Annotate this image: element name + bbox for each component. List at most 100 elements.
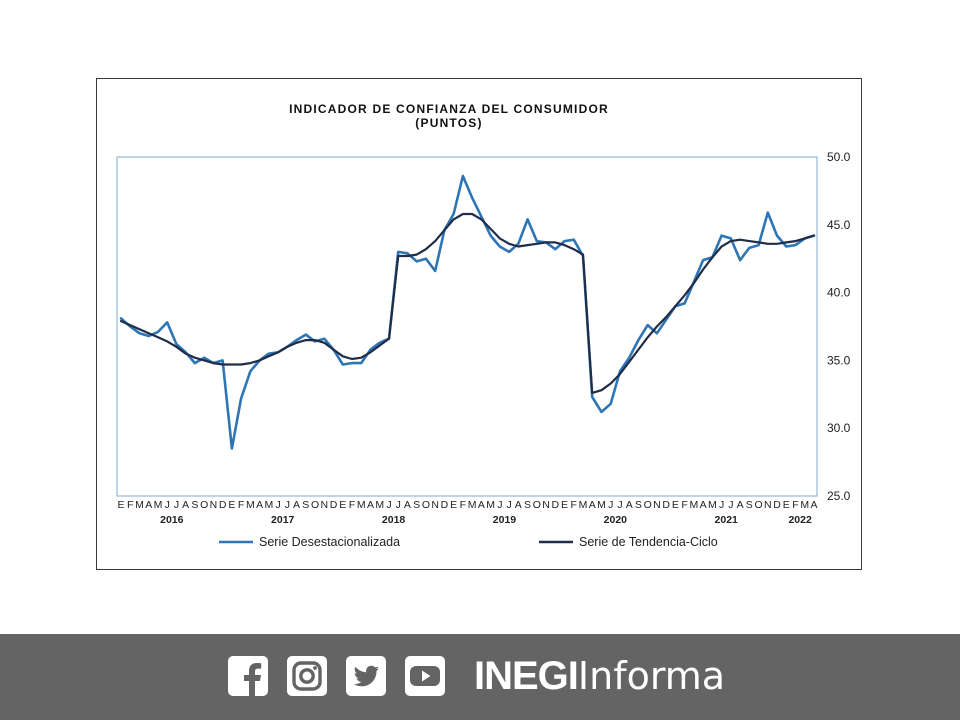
x-year-label: 2019: [493, 514, 517, 526]
x-month-label: S: [191, 499, 198, 511]
x-month-label: O: [644, 499, 652, 511]
footer-bar: INEGIInforma: [0, 634, 960, 720]
x-month-label: E: [450, 499, 457, 511]
x-month-label: A: [367, 499, 374, 511]
x-month-label: S: [635, 499, 642, 511]
x-year-label: 2021: [715, 514, 739, 526]
x-month-label: A: [293, 499, 300, 511]
x-month-label: D: [330, 499, 338, 511]
x-month-label: E: [672, 499, 679, 511]
x-month-label: A: [182, 499, 189, 511]
x-month-label: M: [800, 499, 809, 511]
x-month-label: M: [597, 499, 606, 511]
x-month-label: M: [468, 499, 477, 511]
x-month-label: M: [579, 499, 588, 511]
x-month-label: D: [441, 499, 449, 511]
x-year-label: 2017: [271, 514, 295, 526]
x-month-label: M: [264, 499, 273, 511]
x-month-label: M: [486, 499, 495, 511]
x-month-label: A: [589, 499, 596, 511]
legend: Serie Desestacionalizada Serie de Tendenc…: [219, 535, 718, 549]
x-month-label: J: [719, 499, 724, 511]
x-month-label: N: [320, 499, 328, 511]
x-month-label: O: [754, 499, 762, 511]
x-month-label: N: [542, 499, 550, 511]
x-month-label: O: [311, 499, 319, 511]
x-month-label: J: [386, 499, 391, 511]
legend-label: Serie Desestacionalizada: [259, 535, 400, 549]
x-month-label: J: [608, 499, 613, 511]
x-month-label: M: [135, 499, 144, 511]
x-month-label: S: [302, 499, 309, 511]
x-month-label: D: [551, 499, 559, 511]
x-month-label: M: [246, 499, 255, 511]
twitter-icon[interactable]: [346, 656, 386, 696]
x-month-label: E: [228, 499, 235, 511]
x-month-label: A: [700, 499, 707, 511]
x-month-label: M: [690, 499, 699, 511]
y-tick-label: 30.0: [827, 421, 851, 435]
x-month-label: J: [617, 499, 622, 511]
x-month-label: D: [662, 499, 670, 511]
y-axis-ticks: 50.0 45.0 40.0 35.0 30.0 25.0: [827, 150, 851, 503]
x-month-label: N: [653, 499, 661, 511]
x-year-label: 2018: [382, 514, 406, 526]
x-month-label: D: [219, 499, 227, 511]
x-month-label: A: [145, 499, 152, 511]
x-month-label: E: [117, 499, 124, 511]
x-month-label: J: [285, 499, 290, 511]
x-year-label: 2020: [604, 514, 628, 526]
x-month-label: J: [396, 499, 401, 511]
x-month-label: F: [460, 499, 466, 511]
x-month-label: A: [626, 499, 633, 511]
x-year-label: 2022: [788, 514, 812, 526]
x-month-label: F: [349, 499, 355, 511]
facebook-icon[interactable]: [228, 656, 268, 696]
y-tick-label: 40.0: [827, 286, 851, 300]
x-month-label: O: [422, 499, 430, 511]
x-month-label: F: [571, 499, 577, 511]
brand-bold-text: INEGI: [474, 654, 579, 698]
youtube-icon[interactable]: [405, 656, 445, 696]
x-month-label: N: [431, 499, 439, 511]
x-month-label: J: [506, 499, 511, 511]
x-month-label: S: [524, 499, 531, 511]
y-tick-label: 50.0: [827, 150, 851, 164]
series-line-desestacionalizada: [119, 174, 816, 450]
x-month-label: D: [773, 499, 781, 511]
x-month-label: E: [339, 499, 346, 511]
x-month-label: A: [810, 499, 817, 511]
chart-frame: INDICADOR DE CONFIANZA DEL CONSUMIDOR (P…: [96, 78, 862, 570]
x-month-label: F: [681, 499, 687, 511]
x-month-label: S: [746, 499, 753, 511]
x-month-label: S: [413, 499, 420, 511]
x-month-label: N: [764, 499, 772, 511]
x-month-label: J: [174, 499, 179, 511]
x-month-label: A: [404, 499, 411, 511]
x-month-label: O: [200, 499, 208, 511]
inegi-informa-logo: INEGIInforma: [474, 652, 725, 700]
x-month-label: M: [154, 499, 163, 511]
y-tick-label: 25.0: [827, 489, 851, 503]
x-month-label: F: [127, 499, 133, 511]
x-month-label: J: [275, 499, 280, 511]
series-line-tendencia-ciclo: [119, 212, 816, 394]
x-month-label: F: [238, 499, 244, 511]
x-month-label: N: [210, 499, 218, 511]
plot-area: [116, 156, 818, 497]
chart-svg: INDICADOR DE CONFIANZA DEL CONSUMIDOR (P…: [116, 102, 851, 549]
y-tick-label: 35.0: [827, 353, 851, 367]
instagram-icon[interactable]: [287, 656, 327, 696]
x-month-label: M: [708, 499, 717, 511]
x-month-label: E: [783, 499, 790, 511]
x-month-label: J: [497, 499, 502, 511]
legend-label: Serie de Tendencia-Ciclo: [579, 535, 718, 549]
x-month-label: J: [728, 499, 733, 511]
chart-subtitle: (PUNTOS): [415, 116, 482, 130]
x-month-label: A: [478, 499, 485, 511]
brand-light-text: Informa: [577, 654, 726, 698]
x-month-label: F: [792, 499, 798, 511]
x-year-label: 2016: [160, 514, 184, 526]
x-month-label: M: [375, 499, 384, 511]
